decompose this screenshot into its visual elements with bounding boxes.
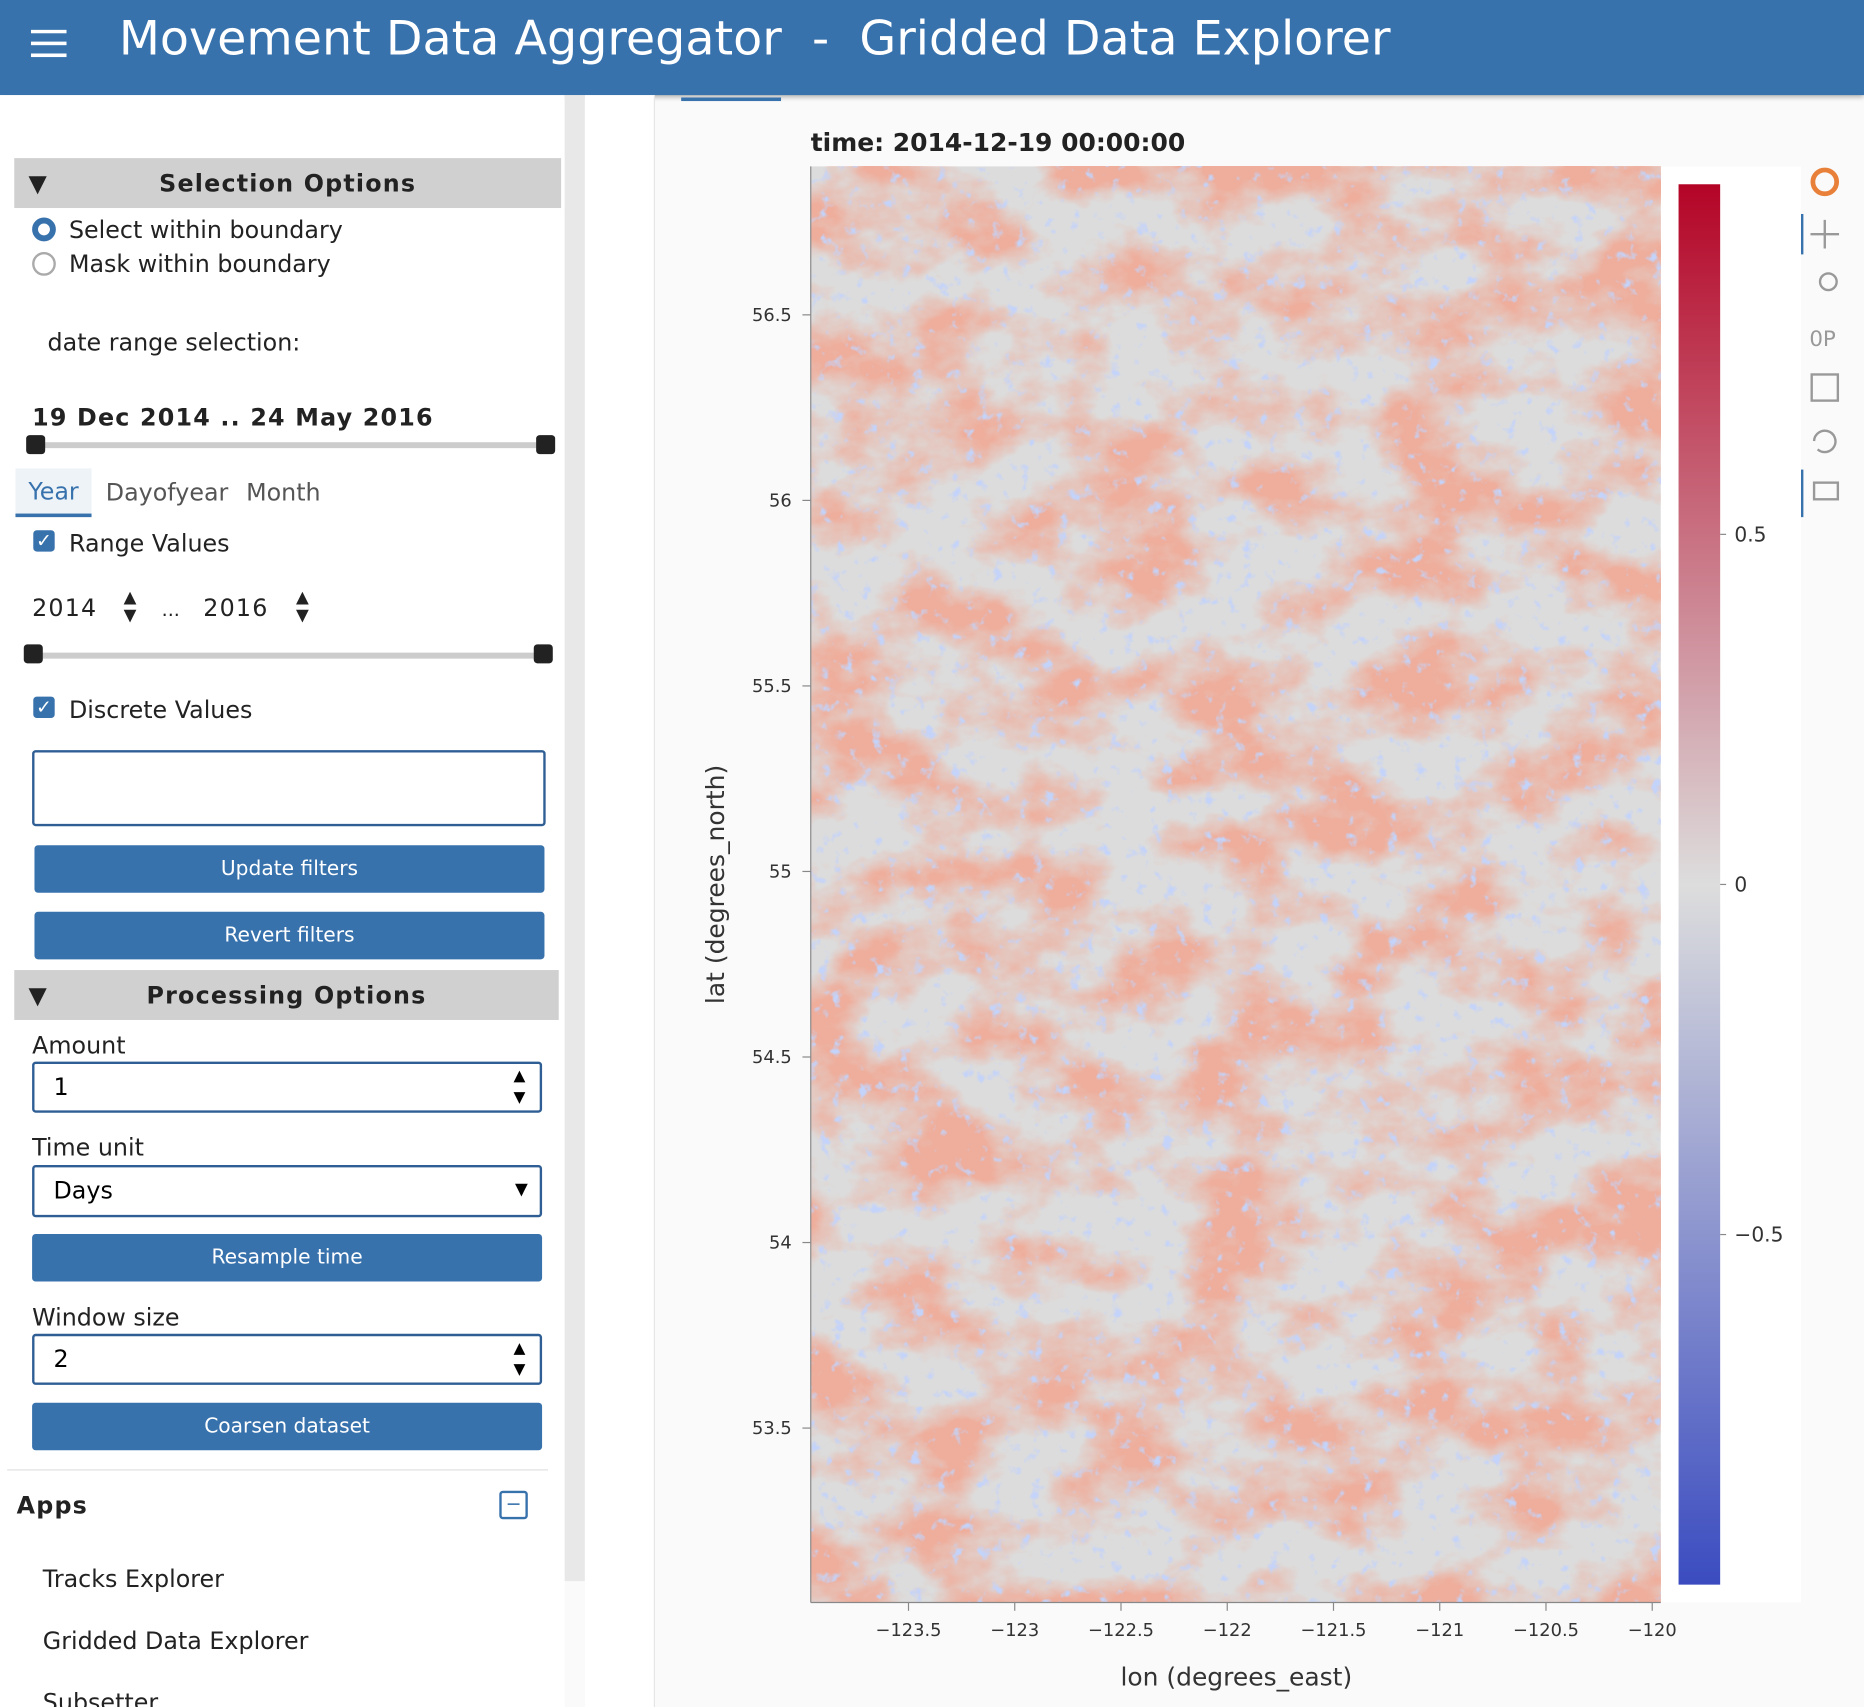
y-tick-label: 56 [769,490,792,511]
logo[interactable] [1810,167,1840,197]
radio[interactable] [32,252,56,276]
header: Movement Data Aggregator - Gridded Data … [0,0,1864,96]
zoom-tool[interactable] [1818,272,1838,292]
checkbox-label[interactable]: Discrete Values [68,695,253,724]
save-tool[interactable] [1810,373,1840,402]
y-tick-label: 56.5 [752,305,792,326]
number-input[interactable]: 2 ▲ ▼ [32,1333,543,1385]
select[interactable]: Days ▼ [32,1165,543,1218]
button[interactable]: Update filters [34,845,545,893]
header-title: Movement Data Aggregator - Gridded Data … [118,11,1391,67]
collapse-button[interactable]: − [499,1490,528,1520]
checkbox[interactable]: ✓ [33,530,55,552]
colorbar [1678,184,1721,1585]
year-start[interactable]: 2014 [32,593,98,622]
app-link[interactable]: Tracks Explorer [42,1564,224,1593]
app-link[interactable]: Subsetter [42,1688,159,1707]
divider [7,1469,549,1471]
label: date range selection: [47,328,301,357]
menu-icon[interactable] [30,29,67,59]
radio[interactable] [32,217,56,242]
x-tick-label: −121.5 [1300,1620,1366,1641]
slider-handle[interactable] [26,435,46,455]
heatmap-texture [810,166,1661,1603]
slider-handle[interactable] [536,435,556,455]
x-tick-label: −120 [1628,1620,1677,1641]
radio-label[interactable]: Select within boundary [68,215,343,244]
x-tick-label: −122.5 [1088,1620,1154,1641]
tab[interactable]: Dayofyear [105,477,229,507]
y-axis-label: lat (degrees_north) [701,765,730,1004]
radio-label[interactable]: Mask within boundary [68,249,331,279]
text-input[interactable] [32,750,546,827]
reset-tool[interactable] [1812,429,1837,454]
hover-tool[interactable] [1812,481,1840,501]
button[interactable]: Coarsen dataset [32,1402,543,1451]
x-tick-label: −120.5 [1513,1620,1579,1641]
sidebar: ▼ Selection Options Select within boundar… [0,95,565,1707]
x-tick-label: −123 [990,1620,1039,1641]
date-range-value: 19 Dec 2014 .. 24 May 2016 [32,402,434,432]
checkbox-label[interactable]: Range Values [68,529,230,558]
colorbar-tick-label: −0.5 [1734,1223,1783,1247]
separator: ... [161,597,180,621]
y-tick-label: 54 [769,1232,792,1253]
x-tick-label: −122 [1203,1620,1252,1641]
checkbox[interactable]: ✓ [33,696,55,719]
label: Time unit [32,1132,144,1162]
label: Amount [32,1030,126,1060]
apps-title: Apps [16,1490,88,1520]
number-input[interactable]: 1 ▲ ▼ [32,1061,543,1113]
year-end[interactable]: 2016 [203,593,269,622]
gutter [584,95,656,1707]
pan-tool[interactable] [1810,219,1840,249]
input-value: 1 [53,1072,69,1101]
spinner[interactable]: ▲ ▼ [296,588,309,626]
colorbar-tick-label: 0.5 [1734,522,1766,546]
section-title: Selection Options [159,168,417,198]
y-tick-label: 55 [769,861,792,882]
slider-handle[interactable] [23,644,43,664]
tab[interactable]: Year [15,468,92,518]
toolbar: 0P [1801,167,1840,518]
y-tick-label: 54.5 [752,1047,792,1068]
button[interactable]: Resample time [32,1233,543,1282]
x-tick-label: −123.5 [876,1620,942,1641]
tab[interactable]: Month [246,477,321,507]
scrollbar[interactable] [564,95,585,1582]
processing-options-header[interactable]: ▼ Processing Options [14,970,559,1020]
slider-handle[interactable] [533,644,553,664]
section-title: Processing Options [146,980,427,1010]
slider-track[interactable] [33,442,552,449]
tab-indicator [681,97,782,102]
label: Window size [32,1302,180,1332]
input-value: 2 [53,1344,69,1374]
colorbar-tick-label: 0 [1734,873,1747,897]
x-tick-label: −121 [1415,1620,1464,1641]
wheel-zoom-tool[interactable]: 0P [1809,327,1836,352]
x-axis-label: lon (degrees_east) [1120,1663,1352,1692]
slider-track[interactable] [30,652,550,659]
select-value: Days [53,1175,113,1205]
chart-title: time: 2014-12-19 00:00:00 [811,128,1186,157]
y-tick-label: 55.5 [752,676,792,697]
selection-options-header[interactable]: ▼ Selection Options [14,158,562,209]
spinner[interactable]: ▲ ▼ [123,588,137,626]
app-link[interactable]: Gridded Data Explorer [42,1626,309,1655]
y-tick-label: 53.5 [752,1418,792,1439]
button[interactable]: Revert filters [34,911,545,960]
